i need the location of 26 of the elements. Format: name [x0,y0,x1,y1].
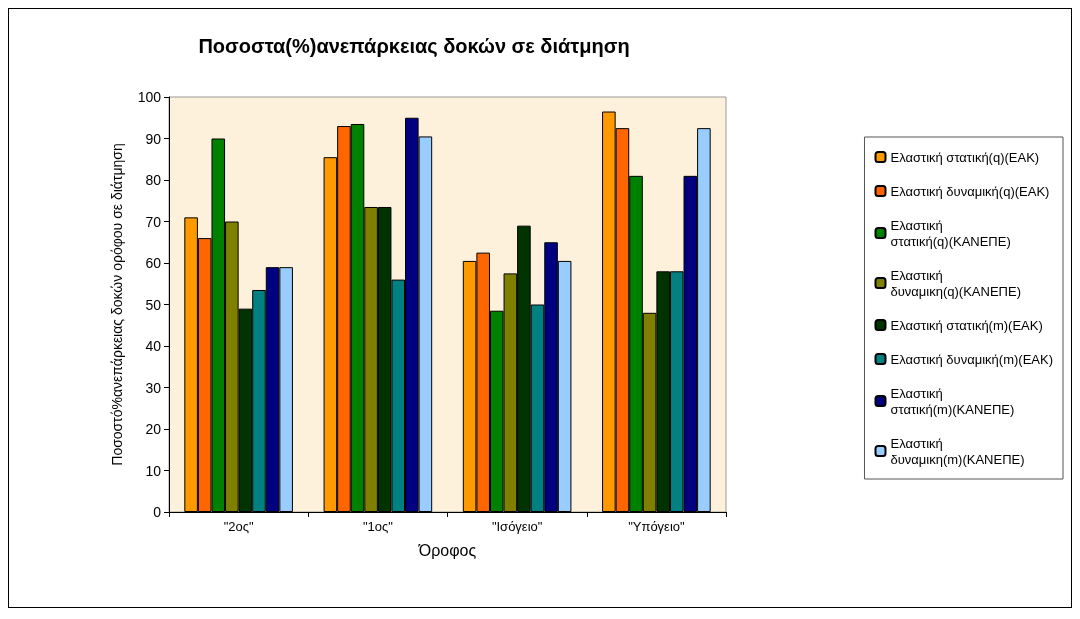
y-tick-label: 90 [145,130,162,147]
y-tick-label: 20 [145,421,162,437]
x-tick-label: "Ισόγειο" [491,519,543,534]
y-tick-label: 40 [145,338,162,354]
y-tick-label: 70 [145,213,162,230]
y-tick-label: 0 [153,504,162,520]
y-tick-label: 80 [145,172,162,188]
legend-label: Ελαστική δυναμικη(m)(ΚΑΝΕΠΕ) [890,435,1025,467]
y-axis-title: Ποσοστό%ανεπάρκειας δοκών ορόφου σε διάτμηση [109,143,125,466]
legend-label: Ελαστική δυναμική(m)(ΕΑΚ) [890,351,1054,367]
legend-label: Ελαστική στατική(m)(ΚΑΝΕΠΕ) [890,385,1015,417]
legend-label: Ελαστική στατική(m)(ΕΑΚ) [890,317,1043,333]
legend-label: Ελαστική δυναμικη(q)(ΚΑΝΕΠΕ) [890,267,1021,299]
x-tick-label: "1ος" [362,519,394,534]
chart-title: Ποσοστα(%)ανεπάρκειας δοκών σε διάτμηση [198,35,630,57]
legend-label: Ελαστική στατική(q)(ΚΑΝΕΠΕ) [890,217,1011,249]
y-tick-label: 10 [145,462,162,479]
y-tick-label: 30 [145,379,162,396]
x-axis-title: Όροφος [417,541,477,559]
x-tick-label: "Υπόγειο" [628,519,686,534]
y-tick-label: 50 [145,296,162,313]
y-tick-label: 100 [137,89,162,105]
y-tick-label: 60 [145,255,162,271]
x-tick-label: "2ος" [223,519,254,534]
legend-label: Ελαστική δυναμική(q)(ΕΑΚ) [890,183,1050,199]
legend-label: Ελαστική στατική(q)(ΕΑΚ) [890,149,1040,165]
